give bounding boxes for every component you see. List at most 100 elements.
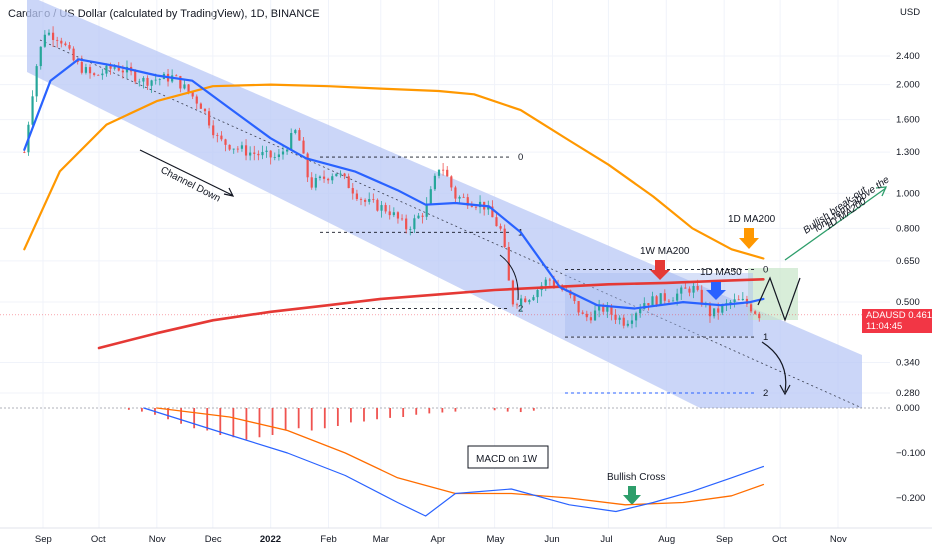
- candle-body: [261, 151, 264, 156]
- candle-body: [368, 199, 371, 202]
- macd-histogram-bar: [376, 408, 378, 420]
- channel-midline: [39, 39, 863, 409]
- chart-title: Cardano / US Dollar (calculated by Tradi…: [8, 8, 320, 20]
- candle-body: [528, 300, 531, 303]
- candle-body: [630, 320, 634, 324]
- candle-body: [400, 218, 404, 220]
- time-axis: Sep Oct Nov Dec 2022 Feb Mar Apr May Jun Jul Aug Sep…: [35, 534, 847, 545]
- series-1w-ma200: [97, 277, 765, 350]
- candle-body: [310, 177, 313, 188]
- time-axis-tick: Sep: [716, 534, 733, 545]
- candle-body: [737, 299, 740, 301]
- macd-pane: 0.000 −0.100 −0.200 MACD on 1W Bullish Cross: [0, 403, 925, 505]
- candle-body: [302, 140, 305, 154]
- macd-histogram-bar: [441, 408, 444, 413]
- candle-body: [355, 193, 358, 200]
- macd-histogram-bar: [193, 408, 196, 429]
- macd-histogram-bar: [180, 408, 182, 424]
- last-price-countdown: 11:04:45: [866, 321, 903, 332]
- candle-body: [655, 296, 658, 305]
- candle-body: [203, 108, 207, 112]
- candle-body: [667, 300, 671, 302]
- candle-body: [257, 153, 260, 156]
- candle-body: [544, 279, 547, 286]
- macd-histogram-bar: [232, 408, 235, 438]
- candle-body: [721, 305, 724, 313]
- candle-body: [47, 32, 51, 35]
- price-axis-unit: USD: [900, 7, 920, 18]
- candle-body: [532, 297, 535, 301]
- candle-body: [351, 188, 354, 194]
- candle-body: [610, 306, 613, 315]
- candle-body: [573, 295, 576, 302]
- target-zone-green: [748, 268, 798, 320]
- projection-drop-head: [779, 384, 791, 396]
- arrow-1d-ma50: [706, 282, 726, 300]
- candle-body: [207, 111, 211, 126]
- fib-level-label: 2: [763, 388, 768, 399]
- candle-body: [154, 79, 157, 81]
- candle-body: [224, 139, 227, 145]
- candle-body: [671, 300, 675, 302]
- macd-histogram-bar: [519, 408, 522, 413]
- candle-body: [347, 176, 350, 189]
- candle-body: [64, 43, 67, 46]
- time-axis-tick: 2022: [260, 534, 281, 545]
- candle-body: [684, 287, 687, 289]
- projection-zigzag: [757, 276, 801, 322]
- candle-body: [717, 308, 720, 313]
- candle-body: [614, 314, 617, 320]
- candle-body: [31, 96, 34, 125]
- candle-body: [388, 211, 391, 216]
- series-1d-ma200: [23, 83, 765, 260]
- candle-body: [101, 73, 104, 76]
- macd-histogram-bar: [532, 408, 535, 411]
- candle-body: [253, 152, 256, 154]
- candle-body: [80, 61, 83, 73]
- candle-body: [700, 289, 703, 305]
- arrow-1d-ma200: [739, 228, 759, 249]
- candle-body: [692, 285, 695, 293]
- candle-body: [758, 313, 761, 319]
- candle-body: [372, 199, 375, 200]
- macd-histogram-bar: [245, 408, 248, 440]
- price-axis-tick: 2.400: [896, 51, 920, 62]
- candle-body: [425, 203, 428, 217]
- price-axis-tick: 1.000: [896, 188, 920, 199]
- candle-body: [454, 187, 457, 199]
- candle-body: [618, 317, 621, 320]
- time-axis-tick: Jul: [600, 534, 612, 545]
- candle-body: [191, 92, 194, 97]
- macd-histogram-bar: [506, 408, 509, 412]
- channel-down-arrow: [139, 149, 233, 196]
- candle-body: [676, 293, 679, 301]
- candlesticks: [23, 26, 761, 329]
- candle-body: [236, 148, 239, 150]
- macd-axis-tick: −0.200: [896, 493, 925, 504]
- price-axis-tick: 1.600: [896, 115, 920, 126]
- candle-body: [327, 178, 330, 181]
- candle-body: [88, 67, 92, 74]
- candle-body: [413, 218, 416, 230]
- bullish-cross-label: Bullish Cross: [607, 472, 665, 483]
- price-axis-tick: 0.500: [896, 297, 920, 308]
- candle-body: [647, 303, 650, 306]
- macd-histogram-bar: [323, 408, 326, 429]
- macd-histogram-bar: [363, 408, 365, 422]
- fib-level-label: 2: [518, 303, 523, 314]
- candle-body: [511, 280, 515, 305]
- candle-body: [659, 293, 662, 305]
- macd-histogram-bar: [141, 408, 143, 412]
- time-axis-tick: Nov: [149, 534, 166, 545]
- macd-histogram-bar: [284, 408, 287, 431]
- price-axis-tick: 0.650: [896, 256, 920, 267]
- macd-axis-tick: 0.000: [896, 403, 920, 414]
- bullish-breakout-arrowhead: [875, 186, 888, 197]
- time-axis-tick: Apr: [431, 534, 446, 545]
- candle-body: [335, 173, 338, 177]
- candle-body: [392, 212, 395, 216]
- candle-body: [290, 133, 293, 150]
- macd-histogram-bar: [271, 408, 274, 435]
